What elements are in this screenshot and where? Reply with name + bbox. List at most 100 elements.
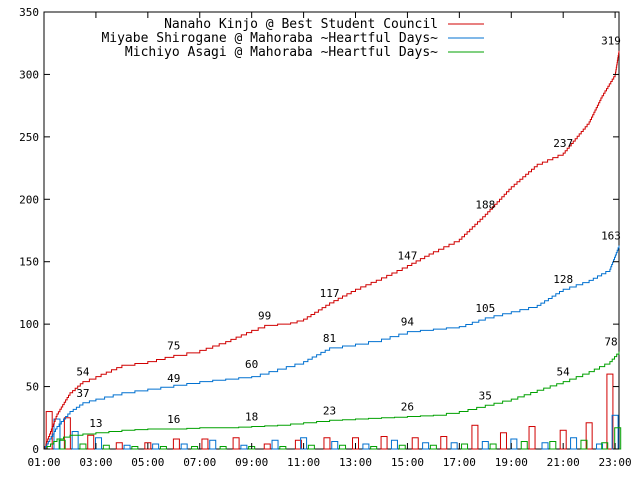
- hourly-bar: [71, 431, 79, 450]
- data-label: 37: [76, 387, 89, 400]
- data-label: 105: [475, 302, 495, 315]
- x-tick-label: 03:00: [79, 456, 112, 469]
- legend-entry-label: Miyabe Shirogane @ Mahoraba ~Heartful Da…: [101, 31, 438, 46]
- hourly-bar: [370, 446, 378, 450]
- hourly-bar: [471, 424, 479, 450]
- data-label: 237: [553, 137, 573, 150]
- hourly-bar: [87, 434, 95, 450]
- data-label: 35: [479, 389, 492, 402]
- y-tick-label: 100: [19, 318, 39, 331]
- hourly-bar: [339, 444, 347, 450]
- data-label: 319: [601, 35, 621, 48]
- data-label: 60: [245, 358, 258, 371]
- series-line: [44, 50, 620, 450]
- legend-entry-label: Michiyo Asagi @ Mahoraba ~Heartful Days~: [125, 45, 438, 60]
- data-label: 18: [245, 411, 258, 424]
- hourly-bar: [323, 437, 331, 450]
- data-label: 94: [401, 316, 415, 329]
- hourly-bar: [79, 443, 87, 450]
- data-label: 163: [601, 229, 621, 242]
- data-label: 81: [323, 332, 336, 345]
- hourly-bar: [63, 417, 71, 450]
- hourly-bar: [131, 446, 139, 450]
- hourly-bar: [191, 446, 199, 450]
- x-tick-label: 07:00: [183, 456, 216, 469]
- data-label: 54: [557, 366, 571, 379]
- hourly-bar: [294, 439, 302, 450]
- hourly-bar: [429, 444, 437, 450]
- hourly-bar: [541, 442, 549, 450]
- hourly-bar: [271, 439, 279, 450]
- data-label: 16: [167, 413, 180, 426]
- data-label: 188: [475, 198, 495, 211]
- data-label: 99: [258, 309, 271, 322]
- plot-frame: [43, 11, 620, 450]
- hourly-bar: [159, 446, 167, 450]
- data-label: 23: [323, 404, 336, 417]
- series-line: [44, 245, 620, 450]
- hourly-bar: [528, 426, 536, 450]
- hourly-bar: [172, 438, 180, 450]
- hourly-bar: [232, 437, 240, 450]
- data-label: 54: [76, 366, 90, 379]
- x-tick-label: 15:00: [391, 456, 424, 469]
- hourly-bar: [549, 441, 557, 450]
- series-line: [44, 351, 620, 450]
- hourly-bar: [411, 437, 419, 450]
- hourly-bar: [481, 441, 489, 450]
- hourly-bar: [152, 443, 160, 450]
- data-label: 117: [320, 287, 340, 300]
- y-tick-label: 150: [19, 256, 39, 269]
- x-tick-label: 21:00: [547, 456, 580, 469]
- hourly-bar: [499, 432, 507, 450]
- legend-entry-label: Nanaho Kinjo @ Best Student Council: [164, 17, 438, 32]
- data-label: 13: [89, 417, 102, 430]
- data-label: 49: [167, 372, 180, 385]
- x-tick-label: 23:00: [599, 456, 632, 469]
- hourly-bar: [240, 444, 248, 450]
- hourly-bar: [601, 442, 609, 450]
- hourly-bar: [263, 443, 271, 450]
- hourly-bar: [180, 443, 188, 450]
- labels-layer: 5475991171471882373193749608194105128163…: [76, 35, 621, 430]
- y-tick-label: 0: [32, 443, 39, 456]
- bars-layer: [45, 373, 622, 450]
- x-tick-label: 19:00: [495, 456, 528, 469]
- hourly-bar: [570, 437, 578, 450]
- x-tick-label: 17:00: [443, 456, 476, 469]
- hourly-bar: [398, 444, 406, 450]
- hourly-bar: [596, 443, 604, 450]
- y-tick-label: 350: [19, 6, 39, 19]
- hourly-bar: [201, 438, 209, 450]
- x-tick-label: 05:00: [131, 456, 164, 469]
- hourly-bar: [580, 439, 588, 450]
- data-label: 26: [401, 401, 414, 414]
- y-tick-label: 50: [26, 381, 39, 394]
- lines-layer: [44, 50, 620, 450]
- data-label: 78: [604, 336, 617, 349]
- hourly-bar: [450, 442, 458, 450]
- legend: Nanaho Kinjo @ Best Student CouncilMiyab…: [101, 17, 484, 60]
- hourly-bar: [307, 444, 315, 450]
- hourly-bar: [585, 422, 593, 450]
- x-tick-label: 09:00: [235, 456, 268, 469]
- hourly-bar: [331, 441, 339, 450]
- axes-layer: 0 50 100 150 200 250 300 350 01:00 03:00 05:00 07:0…: [19, 6, 632, 469]
- y-tick-label: 250: [19, 131, 39, 144]
- hourly-bar: [520, 441, 528, 450]
- hourly-bar: [606, 373, 614, 450]
- hourly-bar: [380, 436, 388, 450]
- hourly-bar: [489, 443, 497, 450]
- x-tick-label: 01:00: [27, 456, 60, 469]
- hourly-bar: [219, 446, 227, 450]
- hourly-bar: [390, 439, 398, 450]
- hourly-bar: [209, 439, 217, 450]
- hourly-bar: [58, 439, 66, 450]
- hourly-bar: [422, 442, 430, 450]
- x-tick-label: 13:00: [339, 456, 372, 469]
- hourly-bar: [279, 446, 287, 450]
- hourly-bar: [461, 443, 469, 450]
- hourly-bar: [440, 436, 448, 450]
- data-label: 128: [553, 273, 573, 286]
